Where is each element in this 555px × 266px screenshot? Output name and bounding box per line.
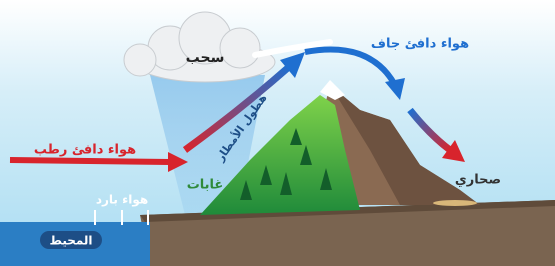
sand (433, 200, 477, 206)
cold-air-label: هواء بارد (96, 193, 148, 208)
dry-air-label: هواء دافئ جاف (371, 37, 469, 52)
moist-air-label: هواء دافئ رطب (34, 143, 136, 158)
moist-air-arrow (10, 160, 170, 162)
rain-shadow-diagram: سحب هواء دافئ جاف هطول الأمطار هواء دافئ… (0, 0, 555, 266)
deserts-label: صحاري (455, 173, 501, 188)
cloud-label: سحب (186, 50, 225, 66)
forests-label: غابات (187, 178, 224, 193)
ocean-label: المحيط (49, 234, 92, 248)
